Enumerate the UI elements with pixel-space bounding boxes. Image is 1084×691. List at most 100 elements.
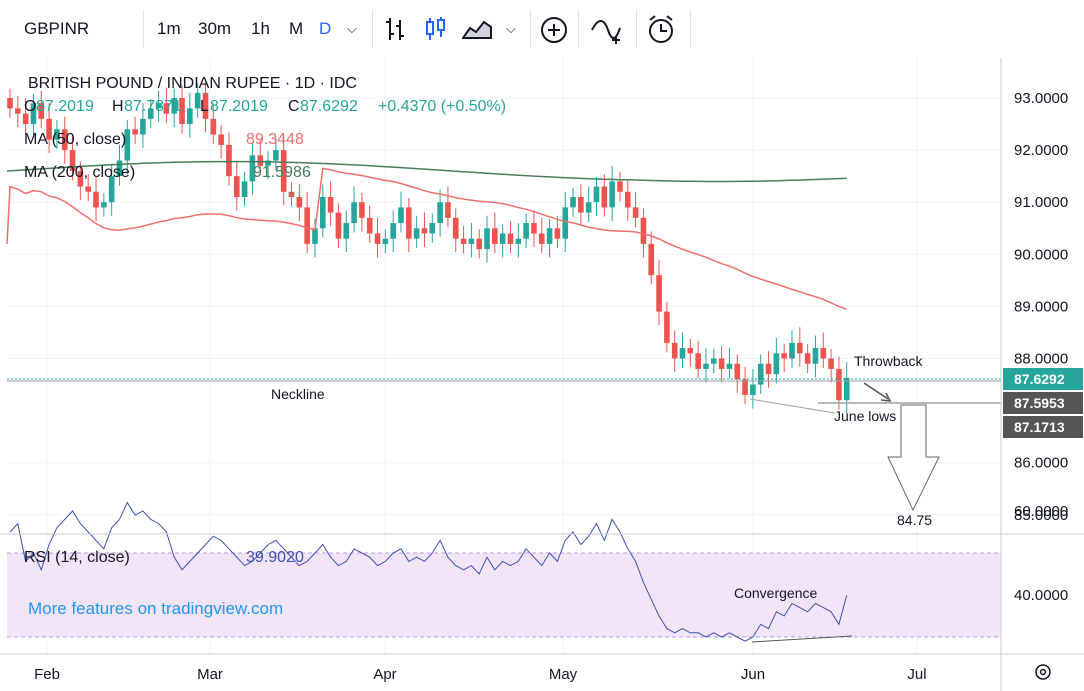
- candle-body: [210, 118, 217, 135]
- candle: [773, 337, 780, 384]
- candle: [273, 137, 279, 170]
- candle: [69, 134, 76, 181]
- candle-body: [687, 348, 694, 354]
- candle: [679, 332, 686, 368]
- rsi-label: RSI (14, close): [24, 549, 130, 566]
- interval-day[interactable]: D: [319, 19, 332, 38]
- toolbar-divider: [578, 10, 579, 48]
- candle-body: [492, 228, 498, 244]
- rsi-tick-label: 40.0000: [1014, 587, 1068, 604]
- candle-body: [249, 155, 256, 182]
- candle-body: [703, 363, 709, 369]
- candle-body: [812, 348, 819, 364]
- candle: [374, 217, 381, 258]
- candle: [61, 116, 68, 164]
- toolbar-divider: [636, 10, 637, 48]
- candle-body: [765, 363, 772, 375]
- candles-group: [7, 80, 850, 414]
- candle: [656, 259, 662, 326]
- candle-body: [578, 196, 584, 213]
- area-style-icon[interactable]: [462, 18, 492, 40]
- price-tick-label: 90.0000: [1014, 246, 1068, 263]
- target-label: 84.75: [897, 512, 932, 528]
- candle-body: [538, 233, 545, 244]
- throwback-arrowhead: [880, 392, 892, 402]
- candle: [140, 103, 146, 149]
- candle-body: [726, 363, 733, 369]
- chevron-down-icon[interactable]: ⌵: [347, 21, 357, 36]
- settings-gear-icon[interactable]: [1035, 664, 1051, 680]
- interval-1m[interactable]: 1m: [157, 19, 181, 38]
- ma200-value: 91.5986: [253, 164, 311, 181]
- candle: [515, 223, 522, 258]
- candle-body: [711, 358, 717, 364]
- candle: [593, 177, 600, 216]
- ma50-label: MA (50, close): [24, 131, 126, 148]
- close-value: 87.6292: [300, 98, 358, 115]
- candle: [124, 119, 131, 175]
- interval-month[interactable]: M: [289, 19, 304, 38]
- candle: [233, 160, 240, 211]
- candle-body: [718, 358, 725, 369]
- candle-body: [147, 108, 154, 119]
- price-badge-label: 87.5953: [1014, 395, 1065, 411]
- interval-30m[interactable]: 30m: [198, 19, 232, 38]
- compare-plus-icon[interactable]: [540, 16, 568, 44]
- candle-body: [789, 342, 795, 359]
- rsi-tick-label: 60.0000: [1014, 503, 1068, 520]
- candle-body: [280, 150, 287, 192]
- candle-body: [781, 353, 787, 359]
- candle-body: [374, 233, 381, 244]
- candle: [750, 368, 756, 409]
- price-badge: [1003, 416, 1083, 438]
- candle: [797, 327, 803, 367]
- candle-body: [617, 181, 623, 192]
- candle-body: [93, 191, 99, 208]
- convergence-label: Convergence: [734, 585, 817, 601]
- candle-body: [460, 238, 467, 244]
- candle: [249, 142, 256, 195]
- interval-1h[interactable]: 1h: [251, 19, 270, 38]
- candle-body: [108, 176, 115, 203]
- symbol-button[interactable]: GBPINR: [24, 19, 90, 38]
- top-toolbar: GBPINR 1m 30m 1h M D ⌵ ⌵: [0, 0, 1084, 59]
- candle-body: [656, 275, 662, 312]
- candle: [664, 302, 670, 353]
- candle: [320, 184, 326, 238]
- candle: [7, 88, 13, 118]
- candle: [578, 184, 584, 227]
- alert-clock-icon[interactable]: [646, 14, 676, 46]
- candle: [640, 208, 647, 258]
- time-tick-label: Feb: [34, 666, 60, 683]
- candle-body: [742, 379, 748, 395]
- candle: [304, 191, 310, 254]
- candle-body: [7, 98, 13, 109]
- candle: [179, 85, 185, 134]
- high-value: 87.7871: [124, 98, 182, 115]
- candle: [46, 103, 52, 154]
- bar-style-icon[interactable]: [384, 16, 408, 42]
- indicators-icon[interactable]: [590, 16, 626, 46]
- candle-body: [484, 228, 490, 250]
- price-badge-label: 87.1713: [1014, 419, 1065, 435]
- candle-body: [202, 92, 209, 119]
- candle: [382, 229, 389, 254]
- chevron-down-icon[interactable]: ⌵: [506, 21, 516, 36]
- candle-body: [734, 363, 741, 380]
- candle-style-icon[interactable]: [424, 16, 448, 42]
- convergence-line: [751, 635, 853, 643]
- candle-body: [187, 108, 193, 125]
- candle-body: [671, 342, 678, 359]
- candle-body: [61, 129, 68, 151]
- candle-body: [273, 150, 279, 161]
- candle: [531, 210, 537, 248]
- candle-body: [124, 129, 131, 161]
- price-badges: 87.6292 87.5953 87.1713: [1003, 368, 1083, 438]
- watermark-link[interactable]: More features on tradingview.com: [28, 599, 283, 618]
- price-badge-label: 87.6292: [1014, 371, 1065, 387]
- candle: [226, 132, 232, 186]
- candle: [257, 139, 264, 176]
- candle: [617, 171, 623, 202]
- candle-body: [609, 181, 615, 208]
